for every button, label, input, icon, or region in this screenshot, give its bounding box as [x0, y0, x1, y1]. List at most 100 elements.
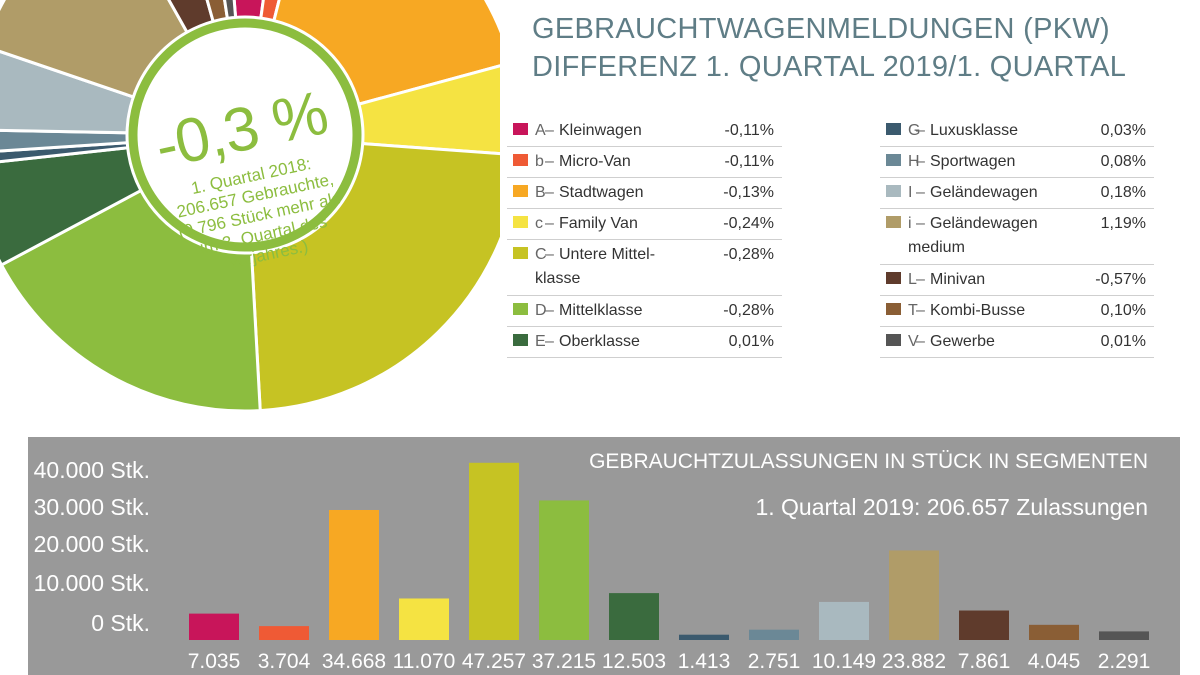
- legend-label: Geländewagen: [930, 184, 1038, 201]
- bar: [259, 626, 309, 640]
- bar-value-label: 11.070: [393, 650, 456, 673]
- legend-label: Family Van: [559, 215, 638, 232]
- legend-dash: –: [916, 184, 925, 201]
- legend-code: I: [908, 184, 913, 201]
- legend-code: L: [908, 271, 917, 288]
- bar: [189, 613, 239, 640]
- bar: [749, 629, 799, 640]
- legend-row: E – Oberklasse 0,01%: [507, 327, 782, 358]
- bar: [959, 610, 1009, 640]
- bar: [609, 593, 659, 640]
- legend-row: c – Family Van -0,24%: [507, 209, 782, 240]
- bar: [889, 550, 939, 640]
- legend-row: C – Untere Mittel-klasse -0,28%: [507, 240, 782, 296]
- legend-row: i – Geländewagen medium 1,19%: [880, 209, 1154, 265]
- legend-row: B – Stadtwagen -0,13%: [507, 178, 782, 209]
- legend-value: 0,18%: [1100, 184, 1146, 201]
- bar-value-label: 7.861: [958, 650, 1011, 673]
- y-tick-label: 40.000 Stk.: [33, 457, 150, 483]
- bar: [1029, 624, 1079, 640]
- donut-slice: [272, 0, 500, 106]
- donut-slice: [223, 0, 238, 21]
- bar-value-label: 34.668: [322, 650, 386, 673]
- legend-value: -0,11%: [724, 153, 774, 170]
- donut-slice: [167, 0, 215, 35]
- legend-dash: –: [545, 184, 554, 201]
- legend-label: Minivan: [930, 271, 986, 288]
- y-tick-label: 20.000 Stk.: [33, 531, 150, 557]
- bar-value-label: 23.882: [882, 650, 946, 673]
- bar-value-label: 4.045: [1028, 650, 1081, 673]
- y-tick-label: 30.000 Stk.: [33, 494, 150, 520]
- bar-value-label: 3.704: [258, 650, 311, 673]
- legend-row: L – Minivan -0,57%: [880, 265, 1154, 296]
- legend-row: D – Mittelklasse -0,28%: [507, 296, 782, 327]
- legend-dash: –: [545, 122, 554, 139]
- donut-slice: [357, 64, 500, 156]
- page-title-line: DIFFERENZ 1. QUARTAL 2019/1. QUARTAL: [532, 51, 1127, 83]
- legend-swatch: [513, 216, 528, 228]
- bar-value-label: 10.149: [812, 650, 876, 673]
- legend-swatch: [886, 154, 901, 166]
- bar: [679, 634, 729, 640]
- bar-value-label: 47.257: [462, 650, 526, 673]
- bar-value-label: 2.291: [1098, 650, 1151, 673]
- donut-slice: [0, 188, 262, 413]
- bar-value-label: 37.215: [532, 650, 596, 673]
- legend-swatch: [886, 123, 901, 135]
- segment-donut-chart: [0, 0, 500, 413]
- legend-label-continued: klasse: [535, 270, 581, 287]
- donut-slice: [0, 49, 136, 135]
- legend-right: G – Luxusklasse 0,03% H – Sportwagen 0,08% I – Gel…: [880, 116, 1154, 358]
- legend-code: C: [535, 246, 547, 263]
- legend-dash: –: [916, 153, 925, 170]
- legend-code: i: [908, 215, 912, 232]
- legend-code: b: [535, 153, 544, 170]
- bar: [329, 509, 379, 640]
- legend-code: D: [535, 302, 547, 319]
- legend-swatch: [886, 272, 901, 284]
- legend-label: Oberklasse: [559, 333, 640, 350]
- legend-dash: –: [916, 333, 925, 350]
- legend-dash: –: [916, 122, 925, 139]
- bar-chart-title: GEBRAUCHTZULASSUNGEN IN STÜCK IN SEGMENT…: [589, 450, 1148, 473]
- legend-label: Stadtwagen: [559, 184, 644, 201]
- legend-swatch: [513, 123, 528, 135]
- bar: [819, 601, 869, 640]
- legend-swatch: [886, 185, 901, 197]
- legend-label: Micro-Van: [559, 153, 631, 170]
- legend-row: b – Micro-Van -0,11%: [507, 147, 782, 178]
- legend-value: -0,28%: [723, 302, 774, 319]
- legend-value: -0,11%: [724, 122, 774, 139]
- legend-value: -0,28%: [723, 246, 774, 263]
- legend-swatch: [886, 334, 901, 346]
- legend-code: B: [535, 184, 546, 201]
- legend-swatch: [886, 216, 901, 228]
- donut-center-ring: [128, 18, 362, 252]
- legend-row: H – Sportwagen 0,08%: [880, 147, 1154, 178]
- legend-value: 0,03%: [1100, 122, 1146, 139]
- page-title: GEBRAUCHTWAGENMELDUNGEN (PKW) DIFFERENZ …: [532, 10, 1126, 86]
- y-tick-label: 10.000 Stk.: [33, 570, 150, 596]
- legend-value: 0,01%: [1100, 333, 1146, 350]
- legend-swatch: [513, 185, 528, 197]
- legend-dash: –: [545, 333, 554, 350]
- page-title-line: GEBRAUCHTWAGENMELDUNGEN (PKW): [532, 13, 1110, 45]
- legend-swatch: [513, 303, 528, 315]
- legend-code: A: [535, 122, 546, 139]
- bar: [539, 500, 589, 640]
- y-tick-label: 0 Stk.: [91, 610, 150, 636]
- legend-row: G – Luxusklasse 0,03%: [880, 116, 1154, 147]
- legend-value: -0,57%: [1095, 271, 1146, 288]
- bar-value-label: 12.503: [602, 650, 666, 673]
- legend-value: 0,08%: [1100, 153, 1146, 170]
- legend-dash: –: [916, 302, 925, 319]
- legend-dash: –: [545, 246, 554, 263]
- legend-swatch: [513, 334, 528, 346]
- legend-label: Luxusklasse: [930, 122, 1019, 139]
- bar-chart-panel: 7.035 3.704 34.668 11.070 47.257 37.215 12.503…: [28, 437, 1180, 675]
- donut-slice: [232, 0, 265, 20]
- legend-label: Sportwagen: [930, 153, 1016, 170]
- donut-slice: [0, 146, 143, 267]
- bar-value-label: 2.751: [748, 650, 801, 673]
